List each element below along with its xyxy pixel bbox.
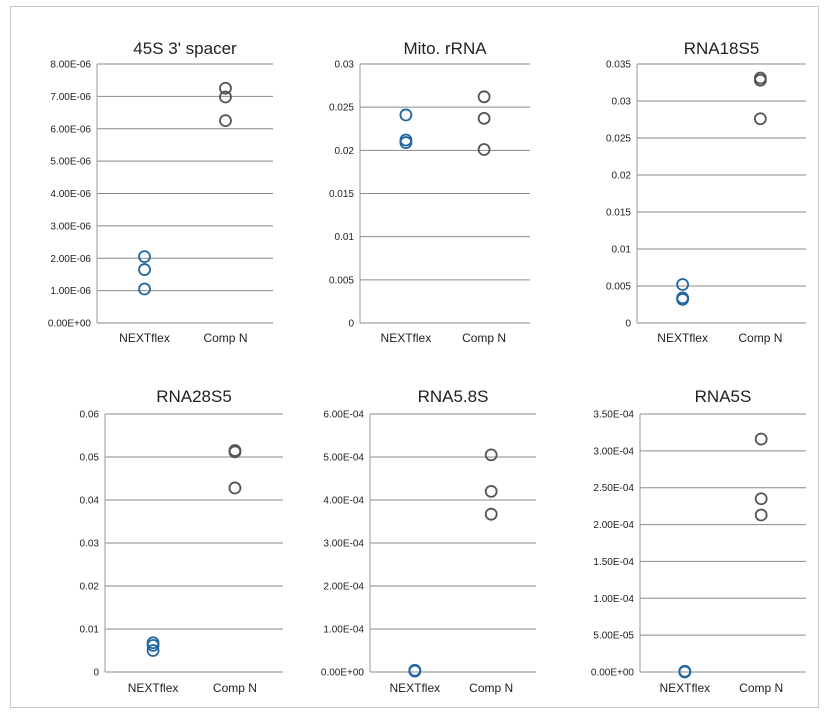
y-tick-label: 0.02 — [80, 582, 100, 593]
y-tick-label: 0.00E+00 — [48, 319, 92, 330]
data-point-category-nextflex — [676, 292, 690, 306]
data-point-category-nextflex — [138, 263, 151, 276]
y-tick-label: 0.04 — [80, 496, 100, 507]
category-nextflex-label: NEXTflex — [659, 681, 710, 695]
y-tick-label: 5.00E-06 — [50, 157, 91, 168]
y-tick-label: 4.00E-06 — [50, 189, 91, 200]
y-tick-label: 0.00E+00 — [591, 668, 635, 679]
y-tick-label: 0.02 — [612, 171, 632, 182]
y-tick-label: 7.00E-06 — [50, 92, 91, 103]
y-tick-label: 6.00E-04 — [323, 410, 364, 421]
y-tick-label: 2.00E-04 — [323, 582, 364, 593]
data-point-category-comp-n — [484, 507, 498, 521]
y-tick-label: 0.035 — [606, 60, 631, 71]
category-comp-n-label: Comp N — [203, 331, 247, 345]
y-tick-label: 0.01 — [612, 245, 632, 256]
data-point-category-comp-n — [753, 73, 767, 87]
y-tick-label: 1.00E-04 — [323, 625, 364, 636]
category-nextflex-label: NEXTflex — [119, 331, 170, 345]
y-tick-label: 8.00E-06 — [50, 60, 91, 71]
y-tick-label: 1.50E-04 — [593, 557, 634, 568]
y-tick-label: 3.50E-04 — [593, 410, 634, 421]
y-tick-label: 1.00E-04 — [593, 594, 634, 605]
panel-4: 0 0.01 0.02 0.03 0.04 0.05 0.06 RNA28S5 NEXTflex… — [80, 387, 283, 695]
panel-title: Mito. rRNA — [403, 39, 487, 58]
data-point-category-comp-n — [219, 90, 232, 104]
category-comp-n-label: Comp N — [213, 681, 257, 695]
category-comp-n-label: Comp N — [462, 331, 506, 345]
data-point-category-comp-n — [477, 111, 491, 125]
y-tick-label: 3.00E-06 — [50, 221, 91, 232]
data-point-category-comp-n — [754, 492, 768, 506]
data-point-category-comp-n — [228, 445, 242, 459]
panel-6: 0.00E+00 5.00E-05 1.00E-04 1.50E-04 2.00E-04… — [591, 387, 806, 695]
y-tick-label: 0.025 — [329, 103, 354, 114]
category-comp-n-label: Comp N — [739, 681, 783, 695]
y-tick-label: 0.00E+00 — [321, 668, 365, 679]
data-point-category-comp-n — [484, 448, 498, 462]
data-point-category-nextflex — [138, 282, 151, 296]
y-tick-label: 2.00E-06 — [50, 254, 91, 265]
y-tick-label: 0 — [93, 668, 99, 679]
panel-title: 45S 3' spacer — [133, 39, 237, 58]
panel-title: RNA18S5 — [684, 39, 760, 58]
data-point-category-nextflex — [146, 644, 160, 657]
y-tick-label: 0 — [348, 319, 354, 330]
y-tick-label: 0.005 — [329, 275, 354, 286]
y-tick-label: 4.00E-04 — [323, 496, 364, 507]
y-tick-label: 0.005 — [606, 282, 631, 293]
data-point-category-nextflex — [399, 108, 413, 122]
data-point-category-comp-n — [219, 114, 232, 128]
y-tick-label: 0.015 — [606, 208, 631, 219]
y-tick-label: 0.025 — [606, 134, 631, 145]
panel-title: RNA28S5 — [156, 387, 232, 406]
y-tick-label: 0.05 — [80, 453, 100, 464]
y-tick-label: 0.03 — [612, 97, 632, 108]
y-tick-label: 0.015 — [329, 189, 354, 200]
panel-1: 0.00E+00 1.00E-06 2.00E-06 3.00E-06 4.00E-06… — [48, 39, 273, 345]
panel-2: 0 0.005 0.01 0.015 0.02 0.025 0.03 Mito. rRNA NE… — [329, 39, 530, 345]
y-tick-label: 0.02 — [335, 146, 355, 157]
y-tick-label: 2.50E-04 — [593, 483, 634, 494]
y-tick-label: 0.03 — [80, 539, 100, 550]
data-point-category-comp-n — [484, 484, 498, 498]
data-point-category-comp-n — [753, 112, 767, 126]
y-tick-label: 0.06 — [80, 410, 100, 421]
figure-frame — [10, 6, 819, 708]
data-point-category-nextflex — [146, 638, 160, 652]
category-comp-n-label: Comp N — [738, 331, 782, 345]
category-nextflex-label: NEXTflex — [657, 331, 708, 345]
data-point-category-comp-n — [754, 432, 768, 446]
panel-title: RNA5S — [695, 387, 752, 406]
y-tick-label: 5.00E-04 — [323, 453, 364, 464]
data-point-category-comp-n — [219, 81, 232, 95]
y-tick-label: 5.00E-05 — [593, 631, 634, 642]
y-tick-label: 6.00E-06 — [50, 124, 91, 135]
y-tick-label: 2.00E-04 — [593, 520, 634, 531]
y-tick-label: 0.03 — [335, 60, 355, 71]
y-tick-label: 1.00E-06 — [50, 286, 91, 297]
data-point-category-nextflex — [408, 664, 422, 678]
data-point-category-nextflex — [676, 278, 690, 291]
category-nextflex-label: NEXTflex — [389, 681, 440, 695]
data-point-category-comp-n — [477, 90, 491, 104]
data-point-category-comp-n — [228, 481, 242, 495]
data-point-category-comp-n — [477, 143, 491, 156]
y-tick-label: 3.00E-04 — [593, 446, 634, 457]
category-comp-n-label: Comp N — [469, 681, 513, 695]
data-point-category-nextflex — [138, 250, 151, 264]
y-tick-label: 0.01 — [335, 232, 355, 243]
panel-5: 0.00E+00 1.00E-04 2.00E-04 3.00E-04 4.00E-04… — [321, 387, 536, 695]
y-tick-label: 0.01 — [80, 625, 100, 636]
y-tick-label: 3.00E-04 — [323, 539, 364, 550]
data-point-category-nextflex — [678, 665, 692, 679]
panel-title: RNA5.8S — [418, 387, 489, 406]
data-point-category-comp-n — [754, 508, 768, 522]
panel-3: 0 0.005 0.01 0.015 0.02 0.025 0.03 0.035 RNA18S5… — [606, 39, 806, 345]
category-nextflex-label: NEXTflex — [381, 331, 432, 345]
y-tick-label: 0 — [625, 319, 631, 330]
category-nextflex-label: NEXTflex — [128, 681, 179, 695]
data-point-category-nextflex — [399, 136, 413, 149]
